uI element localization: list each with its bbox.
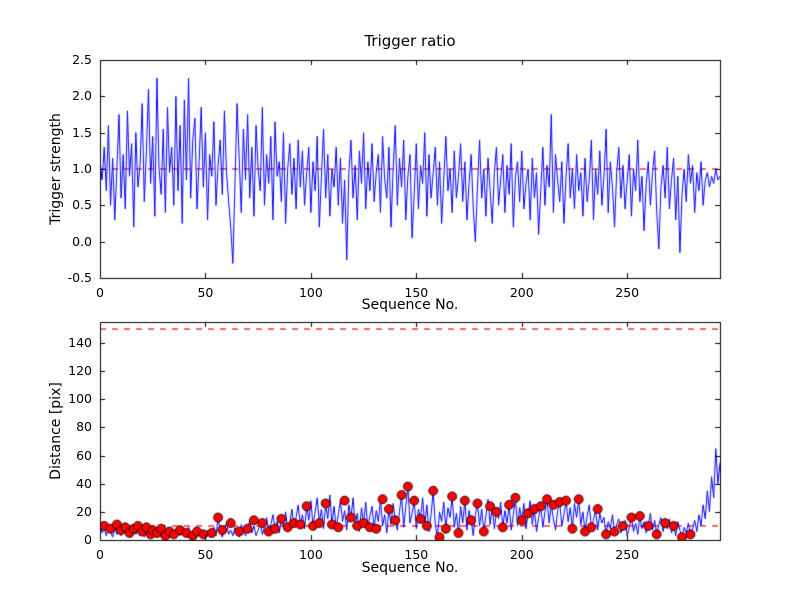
- y-tick-label: 0: [84, 532, 92, 547]
- y-tick-label: 80: [76, 419, 92, 435]
- x-axis-label-top: Sequence No.: [361, 297, 459, 313]
- x-axis-label-bottom: Sequence No.: [361, 560, 459, 576]
- x-tick-label: 200: [509, 285, 534, 300]
- y-tick-label: 0.5: [72, 197, 92, 213]
- y-tick-label: 120: [68, 363, 92, 379]
- y-tick-label: 1.0: [72, 161, 92, 176]
- y-tick-label: -0.5: [67, 270, 92, 285]
- x-tick-label: 150: [404, 285, 429, 300]
- x-tick-label: 150: [404, 547, 429, 562]
- y-tick-label: 1.5: [72, 124, 92, 140]
- x-tick-label: 50: [197, 547, 214, 562]
- y-tick-label: 2.0: [72, 88, 92, 104]
- x-tick-label: 100: [298, 547, 323, 562]
- x-tick-label: 250: [615, 547, 640, 562]
- x-tick-label: 0: [96, 547, 104, 562]
- x-tick-label: 200: [509, 547, 534, 562]
- y-tick-label: 40: [76, 475, 92, 491]
- plot-title: Trigger ratio: [364, 32, 456, 50]
- x-tick-label: 0: [96, 285, 104, 300]
- y-tick-label: 0.0: [72, 233, 92, 249]
- y-tick-label: 20: [76, 503, 92, 519]
- y-tick-label: 100: [68, 391, 92, 407]
- y-tick-label: 60: [76, 447, 92, 463]
- x-tick-label: 250: [615, 285, 640, 300]
- x-tick-label: 100: [298, 285, 323, 300]
- x-tick-label: 50: [197, 285, 214, 300]
- y-tick-label: 140: [68, 335, 92, 351]
- y-tick-label: 2.5: [72, 52, 92, 67]
